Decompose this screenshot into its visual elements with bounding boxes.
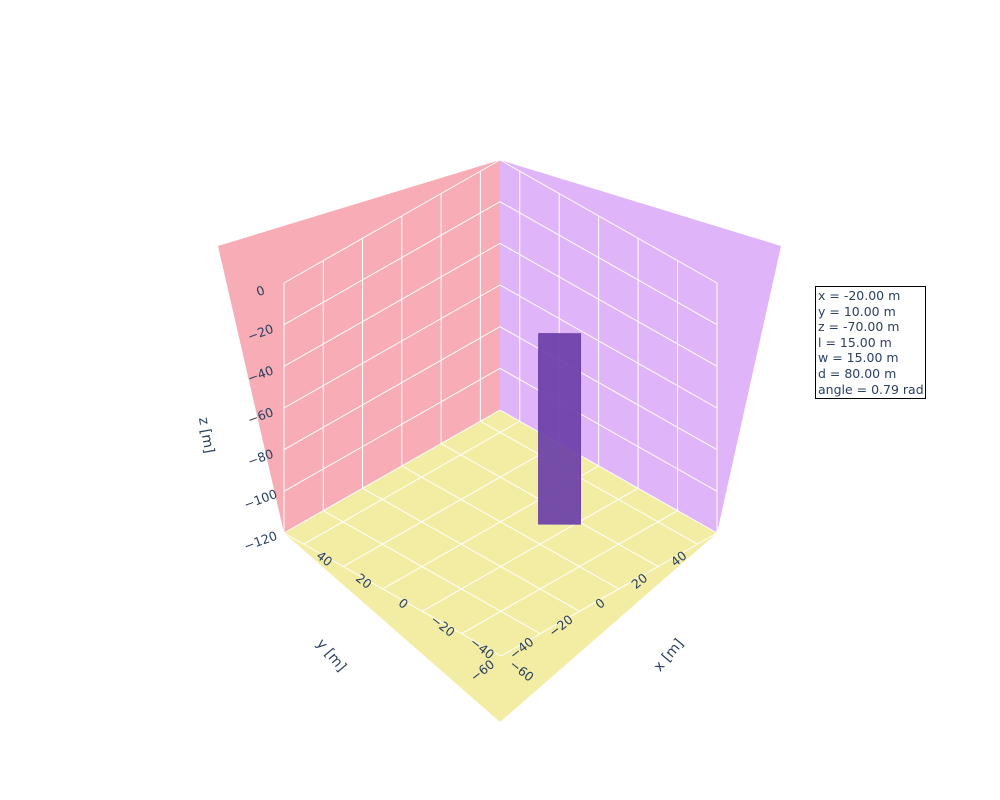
info-d: d = 80.00 m bbox=[818, 365, 897, 381]
object-info-box: x = -20.00 m y = 10.00 m z = -70.00 m l … bbox=[815, 286, 926, 400]
floor-gridline-y bbox=[323, 510, 541, 635]
floor-gridline-y bbox=[480, 420, 698, 545]
floor-gridline-x bbox=[303, 420, 520, 545]
box-object[interactable] bbox=[538, 333, 581, 525]
y-axis-title: y [m] bbox=[313, 636, 349, 675]
xz-wall-gridline-horizontal bbox=[499, 326, 718, 451]
z-tick-label: −120 bbox=[242, 528, 279, 554]
floor-gridline-x bbox=[342, 443, 560, 567]
xz-wall-gridline-horizontal bbox=[499, 284, 718, 409]
yz-wall-gridline-horizontal bbox=[283, 326, 501, 451]
info-angle: angle = 0.79 rad bbox=[818, 381, 924, 397]
yz-wall-gridline-horizontal bbox=[283, 242, 501, 367]
yz-wall-gridline-horizontal bbox=[283, 201, 501, 326]
box-mesh[interactable] bbox=[538, 333, 581, 525]
z-tick-label: −100 bbox=[242, 486, 279, 512]
yz-wall-gridline-horizontal bbox=[283, 159, 501, 284]
yz-wall bbox=[218, 160, 500, 533]
grid-lines bbox=[283, 159, 718, 657]
floor-gridline-x bbox=[500, 532, 718, 657]
xz-wall-gridline-horizontal bbox=[499, 201, 718, 326]
x-axis-title: x [m] bbox=[651, 636, 687, 675]
yz-wall-gridline-horizontal bbox=[283, 367, 501, 492]
info-w: w = 15.00 m bbox=[818, 350, 899, 366]
floor-gridline-y bbox=[362, 487, 580, 612]
xz-wall-gridline-horizontal bbox=[499, 159, 718, 284]
xz-wall-gridline-horizontal bbox=[499, 242, 718, 367]
info-x: x = -20.00 m bbox=[818, 288, 901, 303]
info-y: y = 10.00 m bbox=[818, 303, 896, 319]
z-axis-title: z [m] bbox=[195, 416, 217, 455]
yz-wall-gridline-horizontal bbox=[283, 409, 501, 534]
xz-wall-gridline-horizontal bbox=[499, 367, 718, 492]
floor-gridline-y bbox=[401, 465, 620, 590]
floor-gridline-x bbox=[461, 510, 678, 635]
floor-gridline-y bbox=[283, 532, 502, 657]
yz-wall-gridline-horizontal bbox=[283, 284, 501, 409]
info-l: l = 15.00 m bbox=[818, 334, 892, 350]
info-z: z = -70.00 m bbox=[818, 319, 900, 335]
xz-wall-gridline-horizontal bbox=[499, 409, 718, 534]
floor-gridline-x bbox=[421, 487, 639, 612]
